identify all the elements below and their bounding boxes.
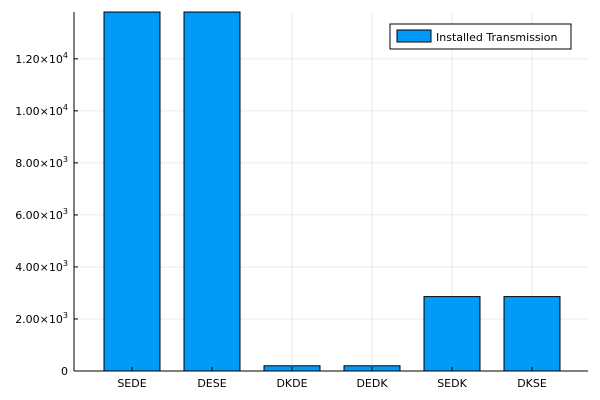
y-tick-label: 1.20×104 — [15, 51, 68, 66]
bar-sedk — [423, 296, 481, 372]
bars — [103, 11, 561, 372]
legend-swatch — [396, 29, 432, 43]
x-tick-label: SEDK — [437, 377, 467, 390]
x-tick-label: DESE — [197, 377, 226, 390]
y-tick-label: 4.00×103 — [15, 259, 68, 274]
y-tick-labels: 0 2.00×103 4.00×103 6.00×103 8.00×103 1.00×10… — [15, 51, 68, 378]
y-tick-label-zero: 0 — [61, 365, 68, 378]
y-tick-label: 2.00×103 — [15, 311, 68, 326]
x-tick-label: DKSE — [517, 377, 547, 390]
x-tick-label: DKDE — [276, 377, 307, 390]
x-tick-label: DEDK — [356, 377, 388, 390]
axes — [73, 12, 588, 372]
bar-dkse — [503, 296, 561, 372]
bar-sede — [103, 11, 161, 372]
y-tick-label: 8.00×103 — [15, 155, 68, 170]
legend-label: Installed Transmission — [436, 31, 557, 44]
y-tick-label: 1.00×104 — [15, 103, 68, 118]
x-tick-labels: SEDE DESE DKDE DEDK SEDK DKSE — [117, 377, 547, 390]
bar-dese — [183, 11, 241, 372]
y-tick-label: 6.00×103 — [15, 207, 68, 222]
x-tick-label: SEDE — [117, 377, 146, 390]
legend: Installed Transmission — [389, 23, 572, 50]
